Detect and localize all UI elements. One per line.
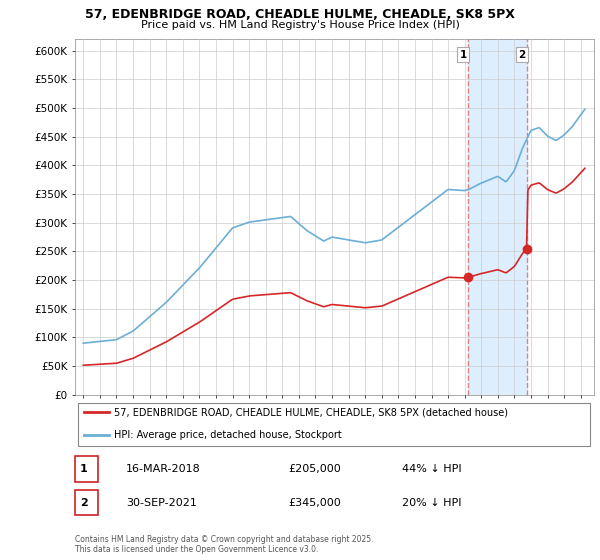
Text: 2: 2 (80, 498, 88, 507)
Text: £205,000: £205,000 (288, 464, 341, 474)
Text: 57, EDENBRIDGE ROAD, CHEADLE HULME, CHEADLE, SK8 5PX: 57, EDENBRIDGE ROAD, CHEADLE HULME, CHEA… (85, 8, 515, 21)
Text: Contains HM Land Registry data © Crown copyright and database right 2025.
This d: Contains HM Land Registry data © Crown c… (75, 535, 373, 554)
Text: 57, EDENBRIDGE ROAD, CHEADLE HULME, CHEADLE, SK8 5PX (detached house): 57, EDENBRIDGE ROAD, CHEADLE HULME, CHEA… (114, 407, 508, 417)
Text: £345,000: £345,000 (288, 498, 341, 507)
Text: 20% ↓ HPI: 20% ↓ HPI (402, 498, 461, 507)
Text: 44% ↓ HPI: 44% ↓ HPI (402, 464, 461, 474)
Text: 1: 1 (460, 50, 467, 60)
Text: 1: 1 (80, 464, 88, 474)
Text: Price paid vs. HM Land Registry's House Price Index (HPI): Price paid vs. HM Land Registry's House … (140, 20, 460, 30)
Text: 30-SEP-2021: 30-SEP-2021 (126, 498, 197, 507)
Bar (468, 39, 527, 395)
Text: 16-MAR-2018: 16-MAR-2018 (126, 464, 201, 474)
FancyBboxPatch shape (77, 403, 590, 446)
Text: 2: 2 (518, 50, 526, 60)
Text: HPI: Average price, detached house, Stockport: HPI: Average price, detached house, Stoc… (114, 430, 341, 440)
